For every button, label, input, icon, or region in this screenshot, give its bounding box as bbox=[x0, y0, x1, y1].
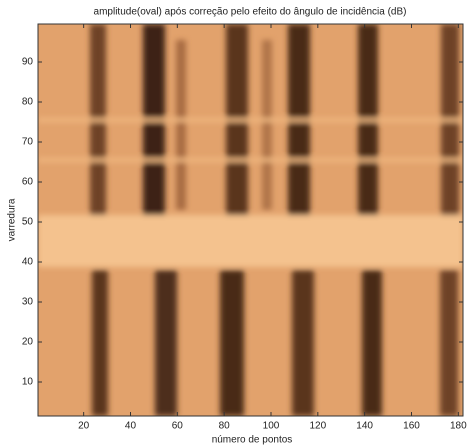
plot-frame bbox=[37, 23, 464, 417]
x-tick-label: 180 bbox=[450, 421, 467, 432]
y-tick-label: 70 bbox=[22, 137, 34, 148]
y-tick-label: 80 bbox=[22, 97, 34, 108]
y-tick-label: 20 bbox=[22, 337, 34, 348]
y-tick-label: 40 bbox=[22, 257, 34, 268]
x-tick-label: 40 bbox=[125, 421, 137, 432]
x-tick-label: 20 bbox=[78, 421, 90, 432]
chart-title: amplitude(oval) após correção pelo efeit… bbox=[94, 7, 407, 18]
x-tick-label: 160 bbox=[403, 421, 420, 432]
x-tick-label: 140 bbox=[356, 421, 373, 432]
x-tick-label: 120 bbox=[309, 421, 326, 432]
x-axis-label: número de pontos bbox=[212, 435, 293, 446]
y-tick-label: 60 bbox=[22, 177, 34, 188]
y-tick-label: 10 bbox=[22, 377, 34, 388]
x-tick-label: 60 bbox=[172, 421, 184, 432]
y-tick-label: 30 bbox=[22, 297, 34, 308]
heatmap-image bbox=[38, 24, 463, 416]
y-tick-label: 50 bbox=[22, 217, 34, 228]
x-tick-label: 80 bbox=[219, 421, 231, 432]
y-tick-label: 90 bbox=[22, 57, 34, 68]
x-tick-label: 100 bbox=[263, 421, 280, 432]
y-axis-label: varredura bbox=[7, 198, 18, 241]
